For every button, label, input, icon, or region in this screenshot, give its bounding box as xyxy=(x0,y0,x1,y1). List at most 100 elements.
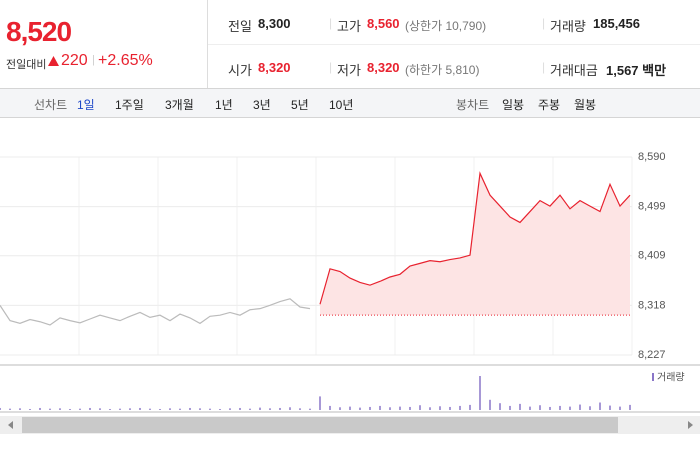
volume-bar xyxy=(279,407,281,410)
legend-swatch xyxy=(652,373,654,381)
candle-button[interactable]: 주봉 xyxy=(538,98,561,112)
change-label: 전일대비 xyxy=(6,59,47,71)
period-button[interactable]: 1일 xyxy=(77,98,95,112)
volume-bar xyxy=(589,406,591,410)
volume-bar xyxy=(249,408,251,410)
volume-bar xyxy=(619,406,621,410)
volume-bar xyxy=(319,396,321,410)
volume-bar xyxy=(519,403,521,410)
toolbar xyxy=(0,88,700,118)
volume-bar xyxy=(109,408,111,410)
volume-bar xyxy=(99,408,101,410)
period-button[interactable]: 5년 xyxy=(291,98,309,112)
candle-button[interactable]: 월봉 xyxy=(574,98,597,112)
period-button[interactable]: 3개월 xyxy=(165,98,194,112)
y-tick-label: 8,318 xyxy=(638,299,666,311)
volume-bar xyxy=(549,406,551,410)
volume-bar xyxy=(499,403,501,410)
quote-note: (하한가 5,810) xyxy=(405,63,480,77)
col-sep: | xyxy=(329,16,333,30)
volume-bar xyxy=(89,407,91,410)
y-tick-label: 8,499 xyxy=(638,201,666,213)
quote-label: 전일 xyxy=(228,19,252,34)
quote-label: 거래량 xyxy=(550,19,586,34)
volume-bar xyxy=(509,405,511,410)
chart: 8,590 8,499 8,409 8,318 8,227 거래량 xyxy=(0,151,700,450)
quote-value: 1,567 백만 xyxy=(606,63,667,78)
quote-label: 저가 xyxy=(337,63,361,78)
change: 220 xyxy=(61,52,88,69)
period-button[interactable]: 1주일 xyxy=(115,98,144,112)
quote-value: 8,320 xyxy=(258,60,291,75)
toolbar-label: 선차트 xyxy=(34,98,68,112)
price: 8,520 xyxy=(6,16,72,47)
period-button[interactable]: 1년 xyxy=(215,98,233,112)
volume-bar xyxy=(269,408,271,410)
volume-bar xyxy=(19,408,21,410)
volume-bar xyxy=(169,408,171,410)
volume-bar xyxy=(629,404,631,410)
y-tick-label: 8,227 xyxy=(638,349,666,361)
volume-bar xyxy=(129,408,131,410)
quote-value: 8,300 xyxy=(258,16,291,31)
price-line xyxy=(0,298,311,326)
area xyxy=(320,173,630,316)
volume-bar xyxy=(79,408,81,410)
volume-bar xyxy=(229,408,231,410)
y-tick-label: 8,590 xyxy=(638,151,666,163)
volume-bar xyxy=(0,407,1,410)
volume-bar xyxy=(29,408,31,410)
volume-bar xyxy=(149,408,151,410)
volume-bar xyxy=(209,408,211,410)
volume-bar xyxy=(419,405,421,410)
volume-bar xyxy=(259,407,261,410)
volume-bar xyxy=(389,407,391,410)
volume-bar xyxy=(159,408,161,410)
toolbar-label: 봉차트 xyxy=(456,98,490,112)
volume-bar xyxy=(609,405,611,410)
candle-button[interactable]: 일봉 xyxy=(502,98,525,112)
volume-bar xyxy=(539,405,541,410)
up-icon xyxy=(48,56,59,66)
volume-bar xyxy=(239,407,241,410)
volume-bar xyxy=(369,406,371,410)
volume-bar xyxy=(119,408,121,410)
col-sep: | xyxy=(329,60,333,74)
volume-bar xyxy=(289,407,291,410)
volume-bar xyxy=(489,399,491,410)
volume-bar xyxy=(339,407,341,410)
volume-bar xyxy=(399,406,401,410)
row-divider xyxy=(208,44,700,45)
volume-bar xyxy=(569,406,571,410)
volume-bar xyxy=(379,405,381,410)
volume-bar xyxy=(459,405,461,410)
change-rate: +2.65% xyxy=(98,52,153,69)
volume-bar xyxy=(59,408,61,410)
volume-bar xyxy=(329,405,331,410)
volume-bar xyxy=(579,404,581,410)
volume-bar xyxy=(299,408,301,410)
quote-label: 시가 xyxy=(228,63,252,78)
volume-bar xyxy=(179,408,181,410)
volume-bar xyxy=(359,407,361,410)
scroll-right[interactable] xyxy=(688,421,693,429)
quote-label: 거래대금 xyxy=(550,63,598,78)
volume-bar xyxy=(39,407,41,410)
volume-bar xyxy=(529,406,531,410)
quote-value: 8,560 xyxy=(367,16,400,31)
period-button[interactable]: 3년 xyxy=(253,98,271,112)
scroll-thumb[interactable] xyxy=(22,417,618,433)
quote-value: 8,320 xyxy=(367,60,400,75)
period-button[interactable]: 10년 xyxy=(329,98,354,112)
volume-bar xyxy=(409,406,411,410)
quote-label: 고가 xyxy=(337,19,361,34)
volume-bar xyxy=(49,408,51,410)
price-box xyxy=(0,0,208,88)
volume-bar xyxy=(429,407,431,410)
scroll-left[interactable] xyxy=(8,421,13,429)
volume-bar xyxy=(139,407,141,410)
volume-bar xyxy=(439,406,441,410)
col-sep: | xyxy=(542,16,546,30)
volume-bar xyxy=(349,406,351,410)
